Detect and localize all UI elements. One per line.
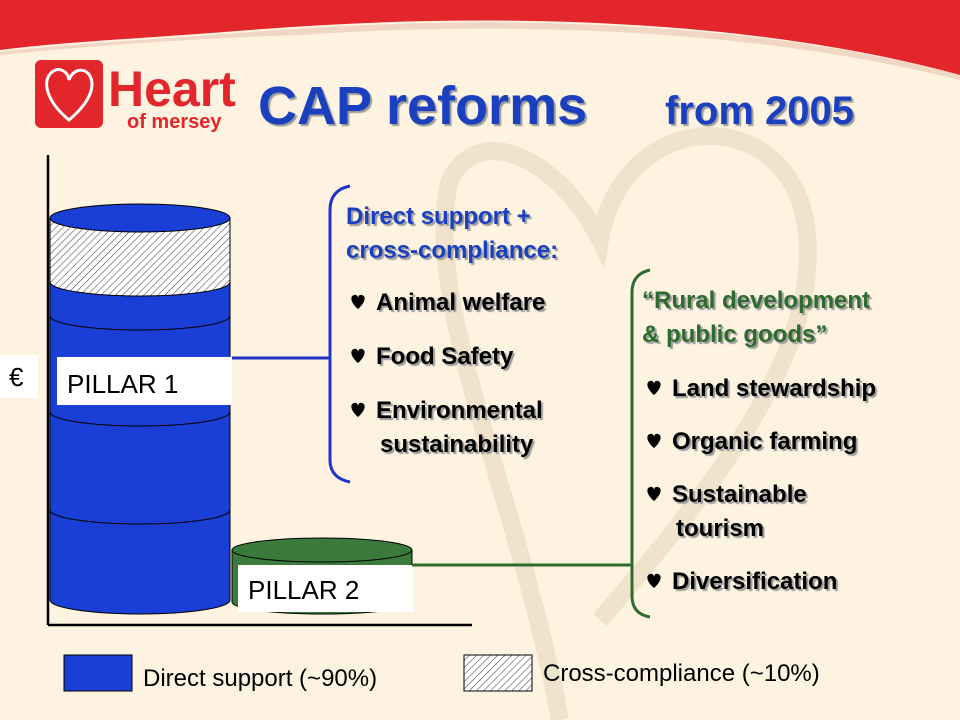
- bullet-heart: [351, 348, 365, 363]
- top-swoosh: [0, 0, 960, 75]
- pillar-label-box: [238, 565, 413, 612]
- box-heading: & public goods”: [642, 321, 827, 348]
- bullet-text: Food Safety: [376, 343, 514, 370]
- bullet-heart: [647, 486, 661, 501]
- box-heading: “Rural development: [642, 287, 870, 314]
- legend-swatch: [63, 654, 133, 692]
- bullet-text: sustainability: [380, 431, 534, 458]
- box-heading: cross-compliance:: [346, 237, 558, 264]
- bullet-heart: [647, 433, 661, 448]
- bullet-heart: [647, 573, 661, 588]
- bullet-heart: [647, 380, 661, 395]
- pillar-1-cylinder: [49, 203, 231, 615]
- legend-label: Direct support (~90%): [143, 665, 377, 692]
- axis-label: €: [9, 362, 24, 392]
- title-main: CAP reforms: [258, 76, 587, 136]
- watermark-heart: [435, 127, 817, 720]
- bullet-text: Sustainable: [672, 481, 807, 508]
- bullet-text: Animal welfare: [376, 289, 545, 316]
- bullet-text: Environmental: [376, 397, 543, 424]
- pillar-label-box: [57, 357, 232, 405]
- bracket: [630, 268, 651, 619]
- legend-swatch: [463, 654, 533, 692]
- axis-label-box: [0, 355, 38, 398]
- bracket: [328, 184, 351, 484]
- bullet-heart: [351, 402, 365, 417]
- bullet-text: Organic farming: [672, 428, 857, 455]
- logo-heart: [45, 68, 94, 122]
- pillar-label: PILLAR 1: [67, 369, 178, 399]
- bullet-heart: [351, 294, 365, 309]
- bullet-text: tourism: [676, 515, 764, 542]
- bullet-text: Diversification: [672, 568, 837, 595]
- legend-label: Cross-compliance (~10%): [543, 660, 820, 687]
- logo-tagline: of mersey: [127, 111, 222, 133]
- box-heading: Direct support +: [346, 203, 531, 230]
- title-suffix: from 2005: [665, 89, 854, 133]
- logo-name: Heart: [108, 61, 236, 117]
- pillar-label: PILLAR 2: [248, 575, 359, 605]
- bullet-text: Land stewardship: [672, 375, 876, 402]
- logo-badge: [35, 60, 103, 128]
